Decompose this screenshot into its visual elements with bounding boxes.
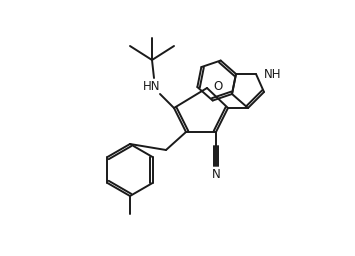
Text: O: O xyxy=(213,80,222,93)
Text: N: N xyxy=(212,167,220,180)
Text: HN: HN xyxy=(143,80,161,92)
Text: NH: NH xyxy=(264,68,282,80)
